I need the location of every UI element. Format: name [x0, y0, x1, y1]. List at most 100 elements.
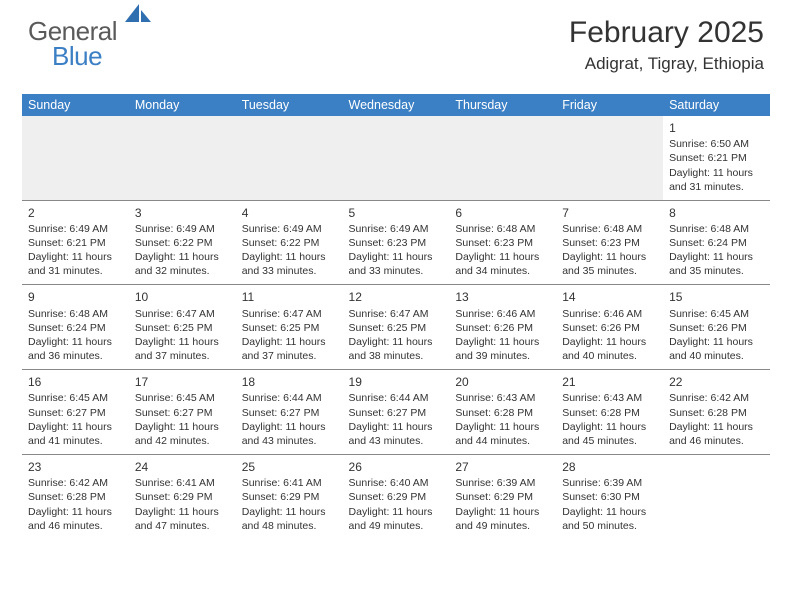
daylight-line: Daylight: 11 hours and 46 minutes. — [669, 420, 764, 448]
day-number: 25 — [242, 459, 337, 475]
day-number: 1 — [669, 120, 764, 136]
day-number: 10 — [135, 289, 230, 305]
daylight-line: Daylight: 11 hours and 45 minutes. — [562, 420, 657, 448]
sunset-line: Sunset: 6:24 PM — [669, 236, 764, 250]
day-number: 16 — [28, 374, 123, 390]
sunrise-line: Sunrise: 6:47 AM — [349, 307, 444, 321]
day-cell: 27Sunrise: 6:39 AMSunset: 6:29 PMDayligh… — [449, 455, 556, 539]
location: Adigrat, Tigray, Ethiopia — [569, 54, 764, 74]
day-cell: 15Sunrise: 6:45 AMSunset: 6:26 PMDayligh… — [663, 285, 770, 370]
sunset-line: Sunset: 6:22 PM — [242, 236, 337, 250]
day-cell — [236, 116, 343, 200]
dayname-wednesday: Wednesday — [343, 94, 450, 116]
day-number: 3 — [135, 205, 230, 221]
sunset-line: Sunset: 6:27 PM — [242, 406, 337, 420]
month-title: February 2025 — [569, 16, 764, 50]
daylight-line: Daylight: 11 hours and 36 minutes. — [28, 335, 123, 363]
sunset-line: Sunset: 6:26 PM — [455, 321, 550, 335]
daylight-line: Daylight: 11 hours and 47 minutes. — [135, 505, 230, 533]
sunrise-line: Sunrise: 6:42 AM — [28, 476, 123, 490]
day-number: 9 — [28, 289, 123, 305]
sunrise-line: Sunrise: 6:43 AM — [455, 391, 550, 405]
day-cell: 9Sunrise: 6:48 AMSunset: 6:24 PMDaylight… — [22, 285, 129, 370]
calendar-body: 1Sunrise: 6:50 AM Sunset: 6:21 PM Daylight… — [22, 116, 770, 539]
daylight-line: Daylight: 11 hours and 35 minutes. — [562, 250, 657, 278]
daylight-line: Daylight: 11 hours and 40 minutes. — [562, 335, 657, 363]
day-cell: 13Sunrise: 6:46 AMSunset: 6:26 PMDayligh… — [449, 285, 556, 370]
day-cell — [556, 116, 663, 200]
day-number: 12 — [349, 289, 444, 305]
day-cell: 17Sunrise: 6:45 AMSunset: 6:27 PMDayligh… — [129, 370, 236, 455]
daylight-line: Daylight: 11 hours and 31 minutes. — [669, 166, 764, 194]
daylight-line: Daylight: 11 hours and 43 minutes. — [242, 420, 337, 448]
dayname-thursday: Thursday — [449, 94, 556, 116]
day-cell: 18Sunrise: 6:44 AMSunset: 6:27 PMDayligh… — [236, 370, 343, 455]
sunrise-line: Sunrise: 6:45 AM — [28, 391, 123, 405]
sunrise-line: Sunrise: 6:39 AM — [455, 476, 550, 490]
sunrise-line: Sunrise: 6:46 AM — [562, 307, 657, 321]
day-number: 23 — [28, 459, 123, 475]
sunrise-line: Sunrise: 6:45 AM — [669, 307, 764, 321]
dayname-tuesday: Tuesday — [236, 94, 343, 116]
sunrise-line: Sunrise: 6:50 AM — [669, 137, 764, 151]
daylight-line: Daylight: 11 hours and 40 minutes. — [669, 335, 764, 363]
day-number: 19 — [349, 374, 444, 390]
day-cell: 21Sunrise: 6:43 AMSunset: 6:28 PMDayligh… — [556, 370, 663, 455]
sunset-line: Sunset: 6:29 PM — [349, 490, 444, 504]
day-number: 20 — [455, 374, 550, 390]
day-number: 8 — [669, 205, 764, 221]
sunset-line: Sunset: 6:22 PM — [135, 236, 230, 250]
sunset-line: Sunset: 6:26 PM — [562, 321, 657, 335]
day-cell: 10Sunrise: 6:47 AMSunset: 6:25 PMDayligh… — [129, 285, 236, 370]
week-row: 23Sunrise: 6:42 AMSunset: 6:28 PMDayligh… — [22, 455, 770, 539]
sunset-line: Sunset: 6:21 PM — [28, 236, 123, 250]
day-cell: 20Sunrise: 6:43 AMSunset: 6:28 PMDayligh… — [449, 370, 556, 455]
week-row: 9Sunrise: 6:48 AMSunset: 6:24 PMDaylight… — [22, 285, 770, 370]
daylight-line: Daylight: 11 hours and 48 minutes. — [242, 505, 337, 533]
day-cell: 16Sunrise: 6:45 AMSunset: 6:27 PMDayligh… — [22, 370, 129, 455]
sunset-line: Sunset: 6:23 PM — [562, 236, 657, 250]
daylight-line: Daylight: 11 hours and 37 minutes. — [242, 335, 337, 363]
day-cell: 14 Sunrise: 6:46 AMSunset: 6:26 PMDayligh… — [556, 285, 663, 370]
logo-text-block: General Blue — [28, 16, 151, 72]
sunset-line: Sunset: 6:26 PM — [669, 321, 764, 335]
daylight-line: Daylight: 11 hours and 43 minutes. — [349, 420, 444, 448]
sunrise-line: Sunrise: 6:48 AM — [562, 222, 657, 236]
daylight-line: Daylight: 11 hours and 41 minutes. — [28, 420, 123, 448]
week-row: 16Sunrise: 6:45 AMSunset: 6:27 PMDayligh… — [22, 370, 770, 455]
sunrise-line: Sunrise: 6:44 AM — [349, 391, 444, 405]
day-number: 28 — [562, 459, 657, 475]
sunset-line: Sunset: 6:28 PM — [455, 406, 550, 420]
daylight-line: Daylight: 11 hours and 39 minutes. — [455, 335, 550, 363]
daylight-line: Daylight: 11 hours and 42 minutes. — [135, 420, 230, 448]
sunrise-line: Sunrise: 6:42 AM — [669, 391, 764, 405]
day-cell: 22Sunrise: 6:42 AMSunset: 6:28 PMDayligh… — [663, 370, 770, 455]
dayname-row: SundayMondayTuesdayWednesdayThursdayFrid… — [22, 94, 770, 116]
daylight-line: Daylight: 11 hours and 49 minutes. — [455, 505, 550, 533]
sunrise-line: Sunrise: 6:48 AM — [455, 222, 550, 236]
day-number: 7 — [562, 205, 657, 221]
logo: General Blue — [28, 16, 151, 72]
day-number: 14 — [562, 289, 657, 305]
sunset-line: Sunset: 6:30 PM — [562, 490, 657, 504]
sunset-line: Sunset: 6:28 PM — [562, 406, 657, 420]
day-cell: 19Sunrise: 6:44 AMSunset: 6:27 PMDayligh… — [343, 370, 450, 455]
sunset-line: Sunset: 6:23 PM — [349, 236, 444, 250]
sunrise-line: Sunrise: 6:40 AM — [349, 476, 444, 490]
dayname-monday: Monday — [129, 94, 236, 116]
day-cell — [663, 455, 770, 539]
sunset-line: Sunset: 6:29 PM — [242, 490, 337, 504]
day-number: 4 — [242, 205, 337, 221]
daylight-line: Daylight: 11 hours and 34 minutes. — [455, 250, 550, 278]
sunrise-line: Sunrise: 6:49 AM — [242, 222, 337, 236]
day-cell: 2Sunrise: 6:49 AMSunset: 6:21 PMDaylight… — [22, 200, 129, 285]
day-number: 22 — [669, 374, 764, 390]
sunset-line: Sunset: 6:25 PM — [242, 321, 337, 335]
sunset-line: Sunset: 6:25 PM — [135, 321, 230, 335]
week-row: 2Sunrise: 6:49 AMSunset: 6:21 PMDaylight… — [22, 200, 770, 285]
header: General Blue February 2025 Adigrat, Tigr… — [0, 0, 792, 82]
dayname-friday: Friday — [556, 94, 663, 116]
sunset-line: Sunset: 6:28 PM — [669, 406, 764, 420]
daylight-line: Daylight: 11 hours and 35 minutes. — [669, 250, 764, 278]
day-number: 18 — [242, 374, 337, 390]
